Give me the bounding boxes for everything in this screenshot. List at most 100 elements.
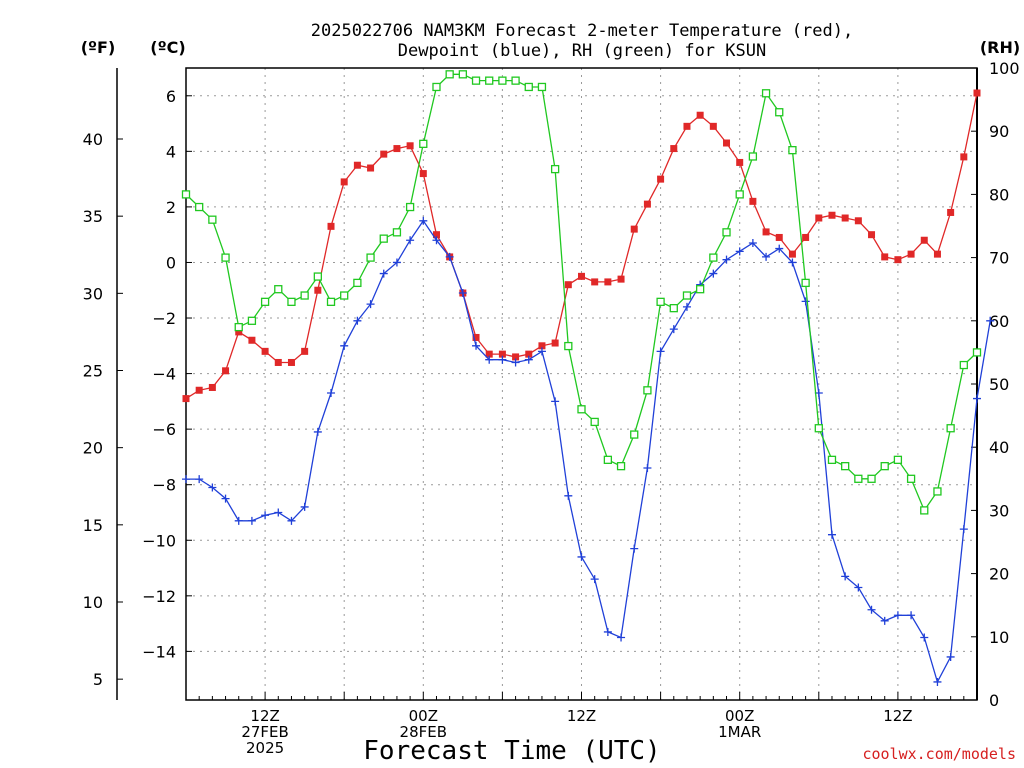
temperature-point <box>696 111 704 119</box>
temperature-point <box>617 275 625 283</box>
temperature-point <box>340 178 348 186</box>
rh-point <box>867 474 876 483</box>
temperature-point <box>472 333 480 341</box>
temperature-point <box>960 153 968 161</box>
fahrenheit-tick-label: 5 <box>93 670 103 689</box>
dewpoint-point <box>933 677 942 686</box>
series-dewpoint <box>182 216 995 686</box>
celsius-tick-label: −6 <box>152 420 176 439</box>
rh-point <box>353 278 362 288</box>
axes: −14 −12 −10 −8 −6 −4 −2 0 2 4 6 5 10 15 20 25 30 35 40 0 10 2… <box>83 59 1020 710</box>
dewpoint-point <box>656 347 665 356</box>
dewpoint-point <box>722 255 731 264</box>
rh-point <box>827 455 837 464</box>
celsius-tick-label: −8 <box>152 476 176 495</box>
temperature-point <box>894 256 902 264</box>
temperature-point <box>868 231 876 239</box>
fahrenheit-tick-label: 35 <box>83 207 103 226</box>
chart-title-line1: 2025022706 NAM3KM Forecast 2-meter Tempe… <box>311 21 853 41</box>
dewpoint-point <box>854 583 863 592</box>
rh-tick-label: 70 <box>989 249 1009 268</box>
dewpoint-point <box>986 316 995 325</box>
rh-point <box>524 82 533 92</box>
rh-tick-label: 20 <box>989 565 1009 584</box>
rh-point <box>195 202 204 212</box>
temperature-point <box>670 145 678 153</box>
temperature-point <box>327 222 335 230</box>
temperature-point <box>788 250 796 258</box>
rh-point <box>537 82 547 92</box>
grid <box>186 68 977 700</box>
temperature-point <box>235 328 243 336</box>
rh-point <box>946 424 955 433</box>
celsius-tick-label: 0 <box>166 253 176 272</box>
rh-point <box>722 228 731 237</box>
dewpoint-point <box>551 397 560 406</box>
dewpoint-point <box>313 427 322 436</box>
dewpoint-point <box>366 300 375 309</box>
series-temperature <box>182 89 981 403</box>
dewpoint-point <box>973 394 981 403</box>
dewpoint-point <box>472 341 481 350</box>
rh-tick-label: 100 <box>989 59 1020 78</box>
dewpoint-point <box>603 627 612 636</box>
rh-point <box>603 455 613 464</box>
temperature-point <box>182 395 190 403</box>
dewpoint-point <box>577 552 586 561</box>
dewpoint-point <box>261 511 270 520</box>
rh-point <box>775 108 784 117</box>
rh-point <box>550 164 560 174</box>
temperature-point <box>498 350 506 358</box>
temperature-point <box>802 233 810 241</box>
rh-point <box>709 253 718 262</box>
x-tick-label: 28FEB <box>400 723 447 741</box>
temperature-point <box>604 278 612 286</box>
dewpoint-point <box>564 491 573 500</box>
dewpoint-point <box>537 347 546 356</box>
fahrenheit-tick-label: 40 <box>83 130 103 149</box>
temperature-point <box>525 350 533 358</box>
dewpoint-point <box>419 216 428 225</box>
dewpoint-point <box>524 355 533 364</box>
rh-point <box>643 386 652 395</box>
temperature-point <box>591 278 599 286</box>
dewpoint-point <box>392 258 401 267</box>
rh-tick-label: 50 <box>989 375 1009 394</box>
temperature-point <box>815 214 823 222</box>
temperature-point <box>248 336 256 344</box>
dewpoint-point <box>880 616 889 625</box>
temperature-point <box>208 383 216 391</box>
rh-point <box>616 462 626 471</box>
dewpoint-point <box>195 475 204 484</box>
dewpoint-point <box>907 611 916 620</box>
rh-point <box>590 417 599 427</box>
celsius-tick-label: −14 <box>142 642 176 661</box>
temperature-point <box>274 358 282 366</box>
temperature-point <box>828 211 836 219</box>
fahrenheit-tick-label: 30 <box>83 284 103 303</box>
dewpoint-point <box>300 502 309 511</box>
rh-point <box>340 291 349 300</box>
temperature-point <box>367 164 375 172</box>
dewpoint-point <box>762 252 771 261</box>
temperature-point <box>709 122 717 130</box>
dewpoint-point <box>788 258 797 267</box>
rh-point <box>181 190 191 199</box>
rh-point <box>379 234 388 243</box>
dewpoint-point <box>287 516 296 525</box>
rh-point <box>326 297 336 306</box>
temperature-point <box>538 342 546 350</box>
dewpoint-point <box>498 355 507 364</box>
temperature-point <box>551 339 559 347</box>
dewpoint-point <box>221 494 230 503</box>
celsius-tick-label: −12 <box>142 587 176 606</box>
dewpoint-point <box>340 341 349 350</box>
dewpoint-line <box>186 219 991 684</box>
rh-point <box>735 190 744 199</box>
rh-point <box>972 348 982 357</box>
rh-point <box>471 76 481 85</box>
temperature-point <box>683 122 691 130</box>
x-tick-label: 12Z <box>250 707 279 725</box>
temperature-point <box>749 197 757 205</box>
rh-point <box>392 228 402 237</box>
